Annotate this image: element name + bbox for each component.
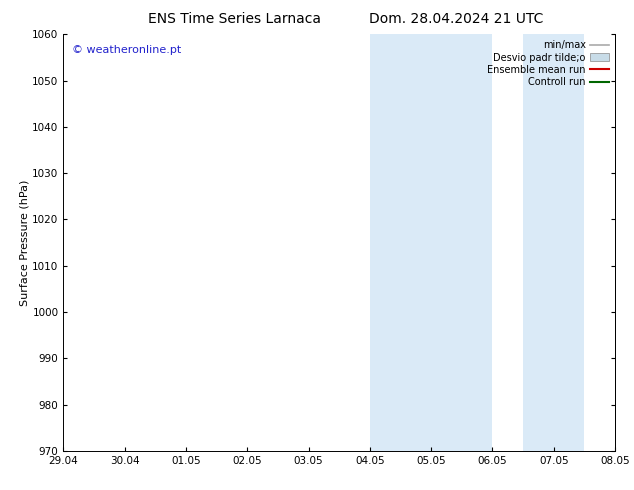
- Text: Dom. 28.04.2024 21 UTC: Dom. 28.04.2024 21 UTC: [369, 12, 544, 26]
- Bar: [370, 34, 493, 451]
- Text: ENS Time Series Larnaca: ENS Time Series Larnaca: [148, 12, 321, 26]
- Legend: min/max, Desvio padr tilde;o, Ensemble mean run, Controll run: min/max, Desvio padr tilde;o, Ensemble m…: [483, 36, 613, 91]
- Text: © weatheronline.pt: © weatheronline.pt: [72, 45, 181, 55]
- Y-axis label: Surface Pressure (hPa): Surface Pressure (hPa): [20, 179, 30, 306]
- Bar: [523, 34, 585, 451]
